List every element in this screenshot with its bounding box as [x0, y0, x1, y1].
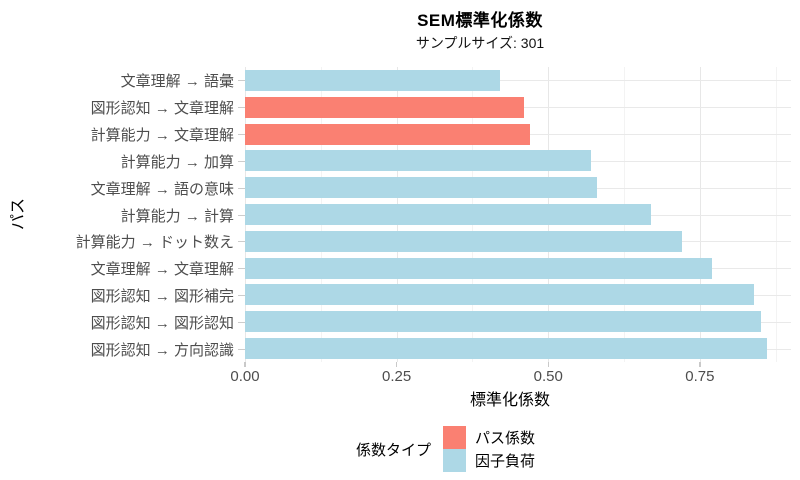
y-axis-tick: [238, 107, 245, 109]
bar-文章理解 → 文章理解: [245, 257, 712, 279]
legend-swatch: [443, 449, 467, 472]
legend: 係数タイプ パス係数因子負荷: [356, 426, 535, 472]
y-axis-tick: [238, 321, 245, 323]
y-axis-tick: [238, 268, 245, 270]
y-axis-label: 計算能力 → 加算: [120, 153, 234, 171]
y-axis-label: 文章理解 → 文章理解: [90, 261, 234, 279]
bar-図形認知 → 図形認知: [245, 311, 761, 333]
legend-item-label: 因子負荷: [475, 453, 536, 470]
y-axis-label: 図形認知 → 文章理解: [90, 100, 234, 118]
y-axis-label: 図形認知 → 図形補完: [90, 287, 234, 305]
y-axis-label: 図形認知 → 方向認識: [90, 341, 234, 359]
y-axis-tick: [238, 241, 245, 243]
y-axis-tick: [238, 348, 245, 350]
gridline-row: [245, 80, 791, 82]
bar-図形認知 → 図形補完: [245, 284, 755, 306]
y-axis-tick: [238, 80, 245, 82]
y-axis-label: 計算能力 → 計算: [120, 207, 234, 225]
bar-計算能力 → 文章理解: [245, 123, 531, 145]
legend-title: 係数タイプ: [356, 441, 432, 459]
x-axis-tick: [244, 362, 246, 367]
legend-item: パス係数: [443, 426, 535, 449]
x-axis-tick-label: 0.50: [533, 368, 563, 385]
bar-計算能力 → 加算: [245, 150, 591, 172]
bar-計算能力 → ドット数え: [245, 230, 682, 252]
x-axis-tick: [395, 362, 398, 367]
y-axis-label: 計算能力 → 文章理解: [90, 127, 234, 145]
plot-panel: [245, 67, 791, 362]
y-axis-label: 文章理解 → 語彙: [120, 73, 234, 91]
legend-swatch: [443, 426, 467, 449]
x-axis-tick-label: 0.75: [685, 368, 715, 385]
y-axis-tick: [238, 160, 245, 162]
legend-item: 因子負荷: [443, 449, 535, 472]
x-axis-tick-label: 0.00: [230, 368, 260, 385]
x-axis-tick-label: 0.25: [382, 368, 412, 385]
y-axis-label: 図形認知 → 図形認知: [90, 314, 234, 332]
chart-subtitle: サンプルサイズ: 301: [415, 35, 545, 51]
x-axis-tick: [547, 362, 549, 367]
bar-文章理解 → 語の意味: [245, 177, 597, 199]
chart-title: SEM標準化係数: [417, 11, 543, 30]
y-axis-tick: [238, 294, 245, 296]
x-axis-title: 標準化係数: [469, 392, 550, 409]
y-axis-label: 文章理解 → 語の意味: [90, 180, 234, 198]
legend-item-label: パス係数: [475, 430, 536, 447]
bar-図形認知 → 文章理解: [245, 96, 524, 118]
bar-図形認知 → 方向認識: [245, 338, 767, 360]
bar-文章理解 → 語彙: [245, 69, 500, 91]
y-axis-tick: [238, 187, 245, 189]
bar-計算能力 → 計算: [245, 204, 652, 225]
y-axis-label: 計算能力 → ドット数え: [75, 234, 234, 252]
y-axis-labels: 文章理解 → 語彙図形認知 → 文章理解 計算能力 → 文章理解計算能力 → 加算…: [0, 67, 234, 362]
y-axis-tick: [238, 214, 245, 216]
x-axis-tick: [699, 362, 701, 367]
y-axis-tick: [238, 134, 245, 136]
